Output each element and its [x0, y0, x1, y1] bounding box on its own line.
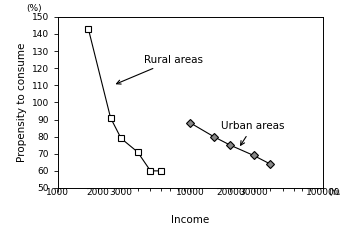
- Text: 3000: 3000: [109, 188, 133, 197]
- Text: (%): (%): [26, 4, 41, 13]
- Text: Urban areas: Urban areas: [221, 121, 285, 145]
- Text: (Yuan): (Yuan): [328, 188, 340, 197]
- Text: 10000: 10000: [176, 188, 205, 197]
- Text: 20000: 20000: [216, 188, 244, 197]
- X-axis label: Income: Income: [171, 215, 209, 225]
- Y-axis label: Propensity to consume: Propensity to consume: [17, 43, 27, 162]
- Text: 1000: 1000: [46, 188, 69, 197]
- Text: 100000: 100000: [306, 188, 340, 197]
- Text: 30000: 30000: [239, 188, 268, 197]
- Text: 2000: 2000: [86, 188, 109, 197]
- Text: Rural areas: Rural areas: [117, 55, 203, 84]
